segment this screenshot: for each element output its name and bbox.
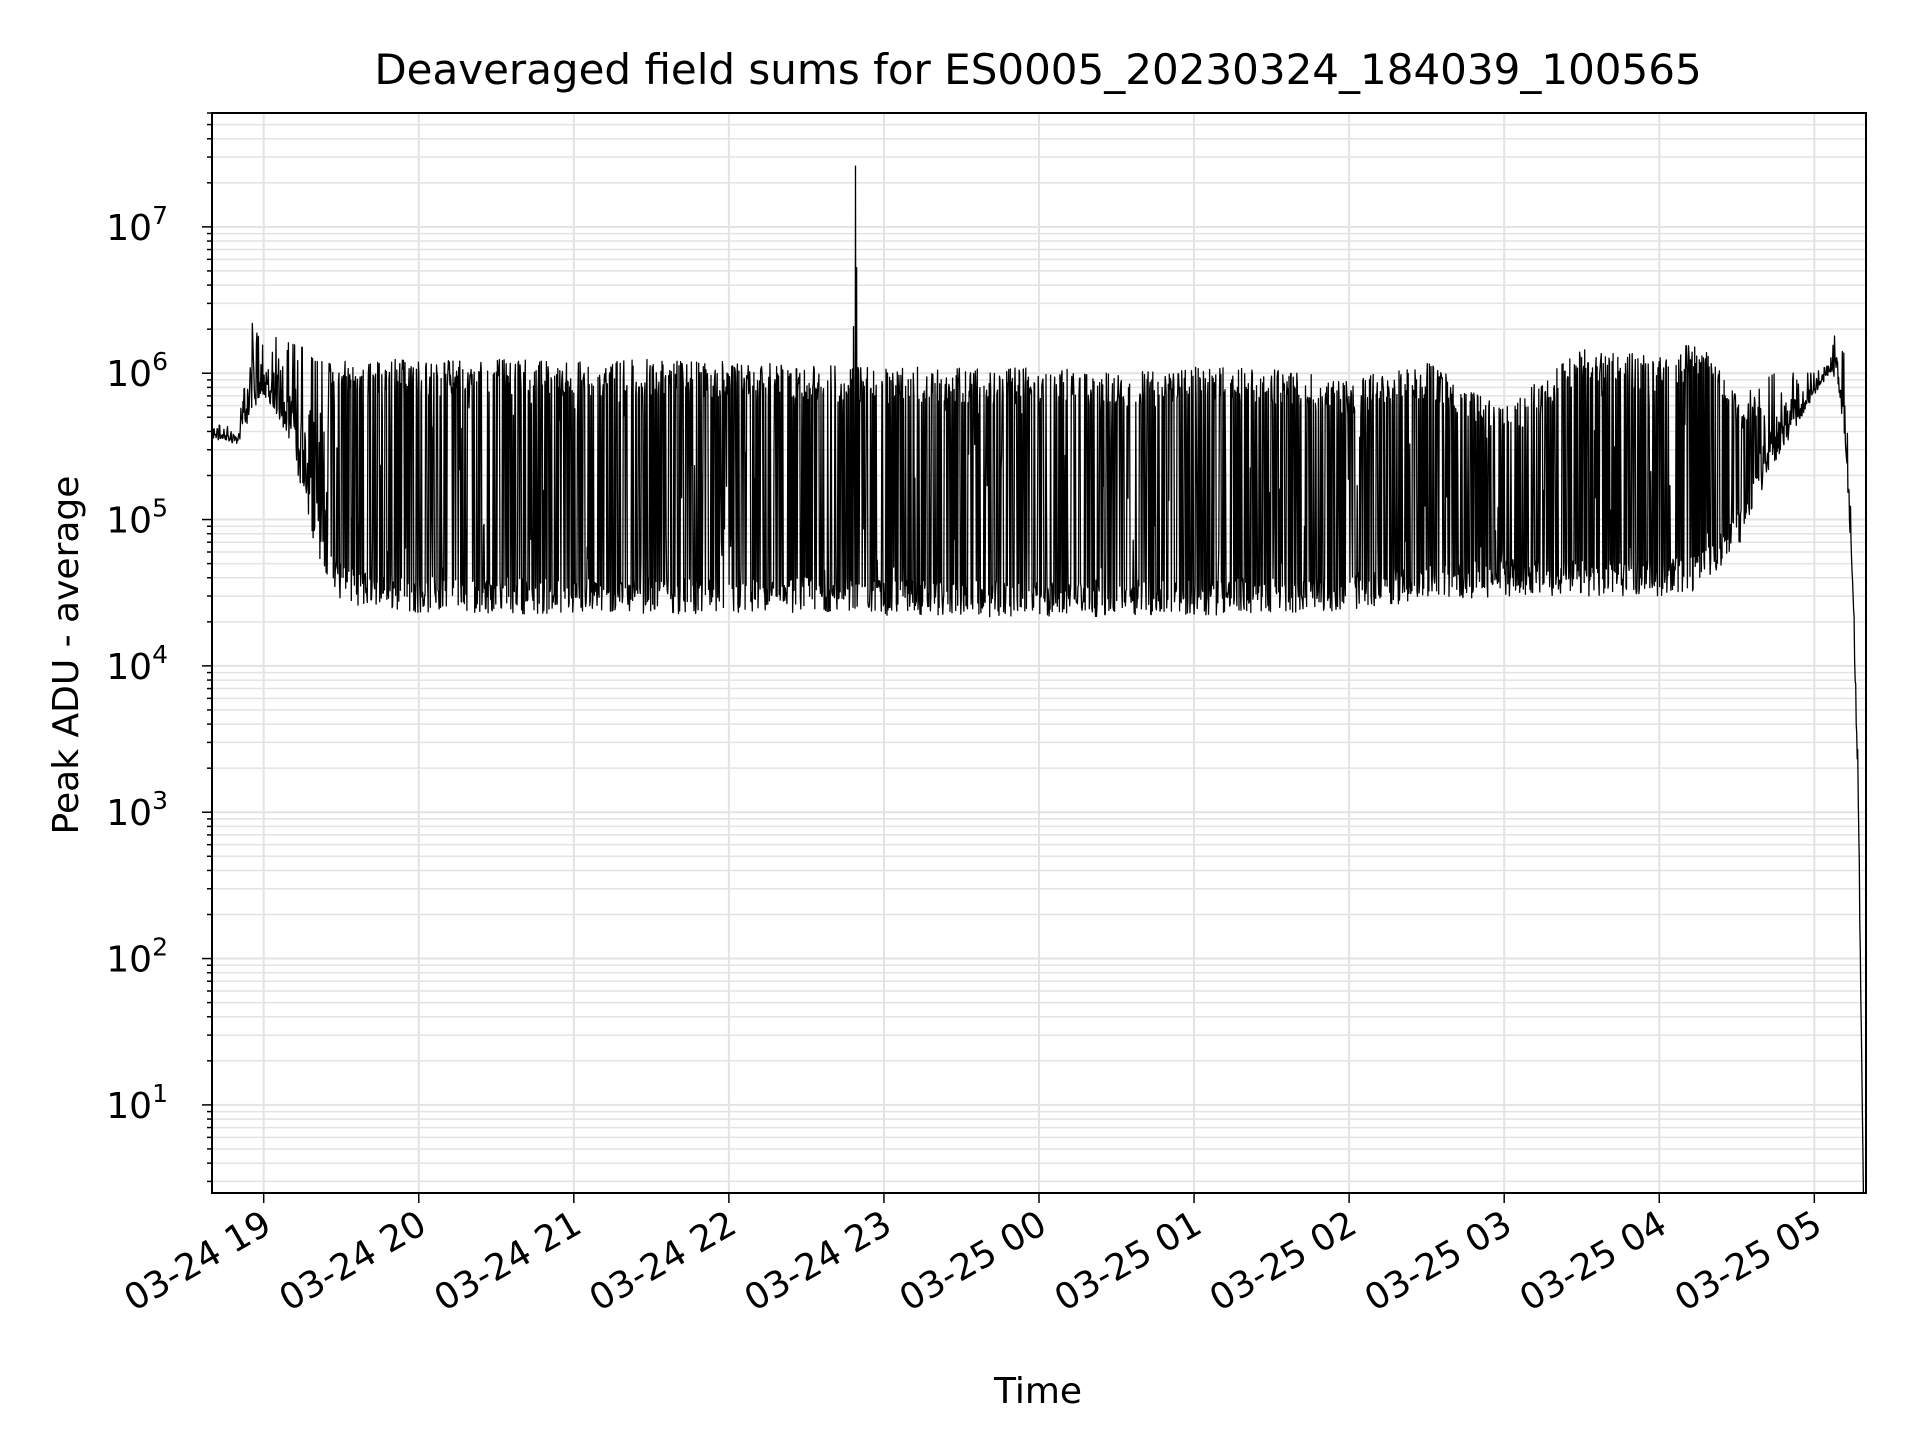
y-tick-label: 101 bbox=[106, 1079, 168, 1127]
chart-title: Deaveraged field sums for ES0005_2023032… bbox=[374, 45, 1701, 94]
y-tick-label: 107 bbox=[106, 201, 168, 249]
data-layer bbox=[212, 165, 1865, 1193]
y-axis-label: Peak ADU - average bbox=[46, 476, 87, 835]
y-tick-label: 105 bbox=[106, 494, 168, 542]
x-axis-label: Time bbox=[993, 1371, 1082, 1412]
series-line bbox=[212, 165, 1865, 1193]
y-tick-label: 104 bbox=[106, 640, 168, 688]
y-tick-label: 103 bbox=[106, 786, 168, 834]
grid bbox=[212, 112, 1866, 1193]
y-tick-label: 102 bbox=[106, 933, 168, 981]
y-tick-label: 106 bbox=[106, 347, 168, 395]
